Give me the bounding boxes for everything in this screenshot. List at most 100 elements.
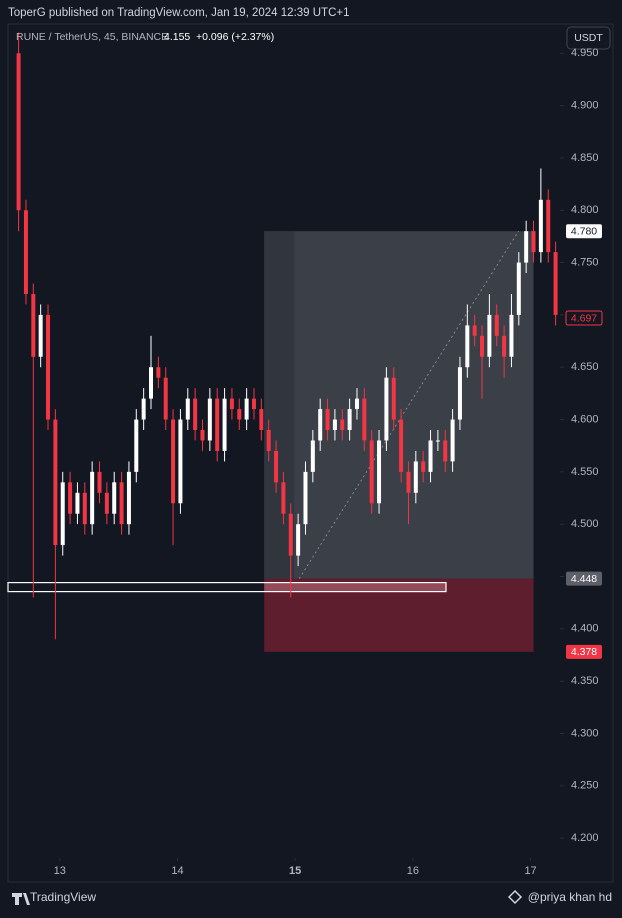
legend-price: 4.155	[164, 31, 190, 43]
y-tick-label: 4.300	[571, 727, 599, 739]
support-box	[7, 582, 447, 593]
x-tick-label: 16	[407, 865, 419, 877]
candle-body	[178, 419, 183, 504]
candle-body	[112, 482, 117, 514]
candle-body	[68, 482, 73, 514]
trade-path	[298, 230, 519, 579]
candle-body	[553, 252, 558, 315]
candle-body	[325, 409, 330, 431]
candle-body	[494, 314, 499, 336]
last-price-tag	[565, 310, 603, 326]
candle-body	[457, 367, 462, 420]
entry-tag	[566, 571, 602, 586]
candle-body	[237, 409, 242, 420]
candle-body	[16, 53, 21, 211]
candle-body	[23, 210, 28, 294]
y-tick-label: 4.400	[571, 623, 599, 635]
candle-body	[207, 398, 212, 441]
candle-body	[222, 398, 227, 451]
candle-body	[119, 482, 124, 525]
y-tick-label: 4.550	[571, 466, 599, 478]
candle-body	[340, 419, 345, 431]
candle-body	[97, 471, 102, 493]
candle-body	[472, 325, 477, 336]
candle-body	[229, 398, 234, 410]
x-tick-label: 13	[54, 865, 66, 877]
y-tick-label: 4.200	[571, 832, 599, 844]
candle-body	[31, 293, 36, 357]
candle-body	[259, 409, 264, 431]
candle-body	[303, 471, 308, 525]
candle-body	[53, 419, 58, 546]
x-tick-label: 15	[289, 865, 301, 877]
candle-body	[531, 231, 536, 253]
candle-body	[75, 492, 80, 514]
y-tick-label: 4.600	[571, 413, 599, 425]
candle-body	[60, 482, 65, 546]
candle-body	[450, 419, 455, 462]
candle-body	[480, 335, 485, 357]
candle-body	[134, 419, 139, 472]
candle-body	[546, 199, 551, 253]
candle-body	[399, 419, 404, 472]
y-tick-label: 4.650	[571, 361, 599, 373]
candle-body	[251, 398, 256, 410]
x-tick-label: 17	[524, 865, 536, 877]
candle-body	[465, 325, 470, 368]
candle-body	[318, 409, 323, 441]
support-box-fill	[264, 582, 446, 592]
candle-body	[413, 461, 418, 493]
candle-body	[391, 377, 396, 420]
candle-body	[516, 262, 521, 315]
candle-body	[509, 314, 514, 357]
candle-body	[244, 398, 249, 420]
target-tag	[566, 224, 602, 239]
stop-zone	[264, 578, 534, 652]
y-tick-label: 4.800	[571, 204, 599, 216]
candle-body	[487, 314, 492, 357]
candle-body	[538, 199, 543, 253]
candle-body	[281, 482, 286, 514]
footer-brand: TradingView	[30, 890, 96, 904]
stop-label: 4.378	[571, 646, 597, 658]
candle-body	[354, 398, 359, 410]
candle-body	[296, 524, 301, 556]
candle-body	[502, 335, 507, 357]
y-tick-label: 4.250	[571, 780, 599, 792]
candle-body	[369, 440, 374, 504]
candle-body	[163, 377, 168, 420]
candle-body	[274, 450, 279, 483]
currency-button[interactable]	[566, 26, 611, 50]
candle-body	[288, 513, 293, 556]
candle-body	[171, 419, 176, 504]
y-tick-label: 4.500	[571, 518, 599, 530]
candle-body	[200, 430, 205, 441]
stop-tag	[566, 644, 602, 659]
y-tick-label: 4.750	[571, 256, 599, 268]
publish-line: ToperG published on TradingView.com, Jan…	[8, 7, 350, 19]
candle-body	[435, 440, 440, 442]
candle-body	[428, 440, 433, 472]
candle-body	[266, 430, 271, 451]
candle-body	[104, 492, 109, 514]
x-tick-label: 14	[171, 865, 183, 877]
tv-logo	[12, 893, 30, 905]
candle-body	[310, 440, 315, 472]
y-tick-label: 4.850	[571, 152, 599, 164]
currency-label[interactable]: USDT	[574, 32, 603, 44]
candle-body	[384, 377, 389, 441]
candle-body	[215, 398, 220, 451]
candle-body	[156, 367, 161, 378]
y-tick-label: 4.350	[571, 675, 599, 687]
entry-label: 4.448	[571, 573, 597, 585]
candle-body	[362, 398, 367, 441]
candle-body	[82, 492, 87, 525]
y-tick-label: 4.900	[571, 100, 599, 112]
target-label: 4.780	[571, 225, 597, 237]
candle-body	[185, 398, 190, 420]
author-icon	[507, 889, 523, 905]
last-price-label: 4.697	[571, 312, 597, 324]
candle-body	[406, 471, 411, 493]
legend-change: +0.096 (+2.37%)	[196, 31, 274, 43]
